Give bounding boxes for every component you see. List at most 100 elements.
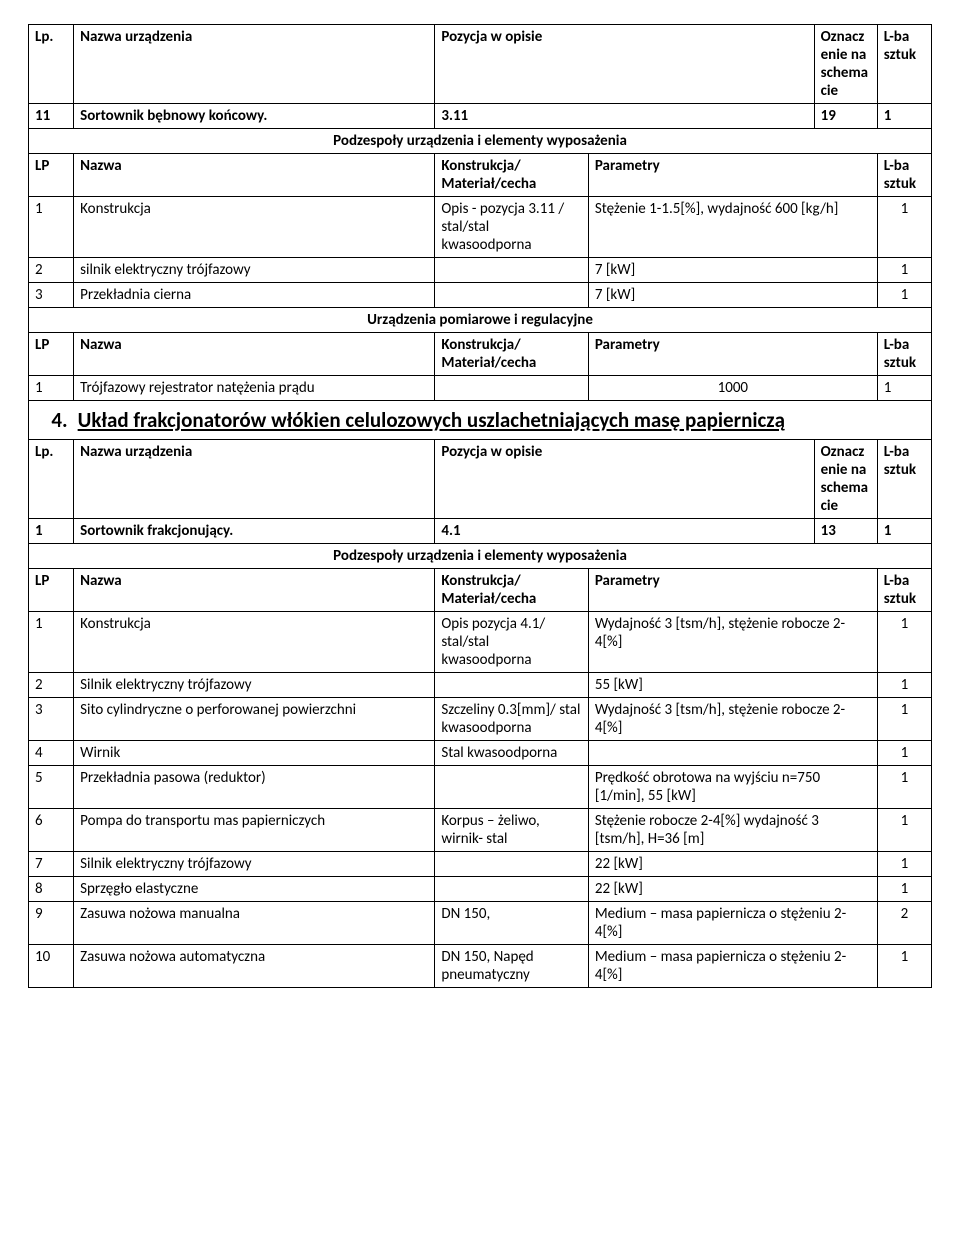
cell-param: Wydajność 3 [tsm/h], stężenie robocze 2-… [588,612,877,673]
cell-param: Wydajność 3 [tsm/h], stężenie robocze 2-… [588,698,877,741]
hdr-lp2: LP [29,154,74,197]
cell-name: Silnik elektryczny trójfazowy [74,852,435,877]
cell-qty: 1 [877,877,931,902]
hdr-konstr3: Konstrukcja/ Materiał/cecha [435,569,589,612]
table-row: 1KonstrukcjaOpis pozycja 4.1/ stal/stal … [29,612,932,673]
hdr-lp3: LP [29,333,74,376]
hdr-nazwa3: Nazwa [74,569,435,612]
sub-title: Podzespoły urządzenia i elementy wyposaż… [29,129,932,154]
hdr-konstr2: Konstrukcja/ Materiał/cecha [435,333,589,376]
hdr-nazwa-urz: Nazwa urządzenia [74,25,435,104]
cell-konstr [435,283,589,308]
hdr-nazwa: Nazwa [74,154,435,197]
cell-num: 2 [29,258,74,283]
hdr-lba: L-ba sztuk [877,25,931,104]
cell-name: Trójfazowy rejestrator natężenia prądu [74,376,435,401]
cell-param: Medium – masa papiernicza o stężeniu 2-4… [588,945,877,988]
table-row: 2Silnik elektryczny trójfazowy55 [kW]1 [29,673,932,698]
table-row: 9Zasuwa nożowa manualnaDN 150,Medium – m… [29,902,932,945]
hdr-param2: Parametry [588,333,877,376]
cell-konstr: Opis - pozycja 3.11 / stal/stal kwasoodp… [435,197,589,258]
cell-param: 7 [kW] [588,258,877,283]
section-title: Układ frakcjonatorów włókien celulozowyc… [74,401,932,440]
table-row: 10Zasuwa nożowa automatycznaDN 150, Napę… [29,945,932,988]
d2-poz: 4.1 [435,519,814,544]
hdr-nazwa2: Nazwa [74,333,435,376]
cell-qty: 1 [877,283,931,308]
table-row: 6Pompa do transportu mas papierniczychKo… [29,809,932,852]
cell-name: Zasuwa nożowa manualna [74,902,435,945]
cell-konstr: DN 150, [435,902,589,945]
device-row: 11 Sortownik bębnowy końcowy. 3.11 19 1 [29,104,932,129]
meas-header-row: LP Nazwa Konstrukcja/ Materiał/cecha Par… [29,333,932,376]
cell-param: 55 [kW] [588,673,877,698]
cell-param: 7 [kW] [588,283,877,308]
dev-name: Sortownik bębnowy końcowy. [74,104,435,129]
table-row: 4WirnikStal kwasoodporna1 [29,741,932,766]
cell-param [588,741,877,766]
cell-name: Pompa do transportu mas papierniczych [74,809,435,852]
cell-name: Konstrukcja [74,197,435,258]
table-row: 8Sprzęgło elastyczne 22 [kW]1 [29,877,932,902]
cell-param: 1000 [588,376,877,401]
cell-name: Zasuwa nożowa automatyczna [74,945,435,988]
subassembly-heading: Podzespoły urządzenia i elementy wyposaż… [29,129,932,154]
sub-title2: Podzespoły urządzenia i elementy wyposaż… [29,544,932,569]
table-row: 1KonstrukcjaOpis - pozycja 3.11 / stal/s… [29,197,932,258]
dev-qty: 1 [877,104,931,129]
cell-num: 7 [29,852,74,877]
cell-param: 22 [kW] [588,852,877,877]
hdr-lba4: L-ba sztuk [877,569,931,612]
table-row: 2silnik elektryczny trójfazowy 7 [kW]1 [29,258,932,283]
cell-konstr [435,877,589,902]
cell-num: 8 [29,877,74,902]
hdr-param3: Parametry [588,569,877,612]
cell-qty: 1 [877,698,931,741]
cell-num: 1 [29,612,74,673]
table-row: 3Przekładnia cierna7 [kW]1 [29,283,932,308]
cell-param: 22 [kW] [588,877,877,902]
cell-qty: 1 [877,766,931,809]
cell-name: Przekładnia pasowa (reduktor) [74,766,435,809]
cell-num: 3 [29,283,74,308]
cell-param: Medium – masa papiernicza o stężeniu 2-4… [588,902,877,945]
cell-name: Sprzęgło elastyczne [74,877,435,902]
table-row: 5Przekładnia pasowa (reduktor)Prędkość o… [29,766,932,809]
cell-num: 3 [29,698,74,741]
cell-konstr: Szczeliny 0.3[mm]/ stal kwasoodporna [435,698,589,741]
hdr-ozn-schem: Oznaczenie na schemacie [814,25,877,104]
cell-param: Stężenie robocze 2-4[%] wydajność 3 [tsm… [588,809,877,852]
section-num: 4. [29,401,74,440]
hdr-poz-opis: Pozycja w opisie [435,25,814,104]
cell-qty: 1 [877,852,931,877]
comp2-header-row: LP Nazwa Konstrukcja/ Materiał/cecha Par… [29,569,932,612]
device2-header-row: Lp. Nazwa urządzenia Pozycja w opisie Oz… [29,440,932,519]
cell-num: 9 [29,902,74,945]
cell-num: 1 [29,376,74,401]
cell-konstr: Opis pozycja 4.1/ stal/stal kwasoodporna [435,612,589,673]
cell-qty: 1 [877,612,931,673]
d2-hdr-lp: Lp. [29,440,74,519]
hdr-konstr: Konstrukcja/ Materiał/cecha [435,154,589,197]
cell-qty: 1 [877,258,931,283]
comp-header-row: LP Nazwa Konstrukcja/ Materiał/cecha Par… [29,154,932,197]
device2-row: 1 Sortownik frakcjonujący. 4.1 13 1 [29,519,932,544]
subassembly2-heading: Podzespoły urządzenia i elementy wyposaż… [29,544,932,569]
d2-schem: 13 [814,519,877,544]
hdr-lba3: L-ba sztuk [877,333,931,376]
cell-num: 5 [29,766,74,809]
cell-konstr: Stal kwasoodporna [435,741,589,766]
cell-qty: 1 [877,673,931,698]
cell-qty: 1 [877,809,931,852]
meas-title: Urządzenia pomiarowe i regulacyjne [29,308,932,333]
cell-name: silnik elektryczny trójfazowy [74,258,435,283]
measurement-heading: Urządzenia pomiarowe i regulacyjne [29,308,932,333]
hdr-param: Parametry [588,154,877,197]
cell-num: 10 [29,945,74,988]
cell-num: 6 [29,809,74,852]
cell-konstr [435,258,589,283]
cell-konstr [435,673,589,698]
cell-num: 4 [29,741,74,766]
hdr-lp: Lp. [29,25,74,104]
cell-num: 1 [29,197,74,258]
